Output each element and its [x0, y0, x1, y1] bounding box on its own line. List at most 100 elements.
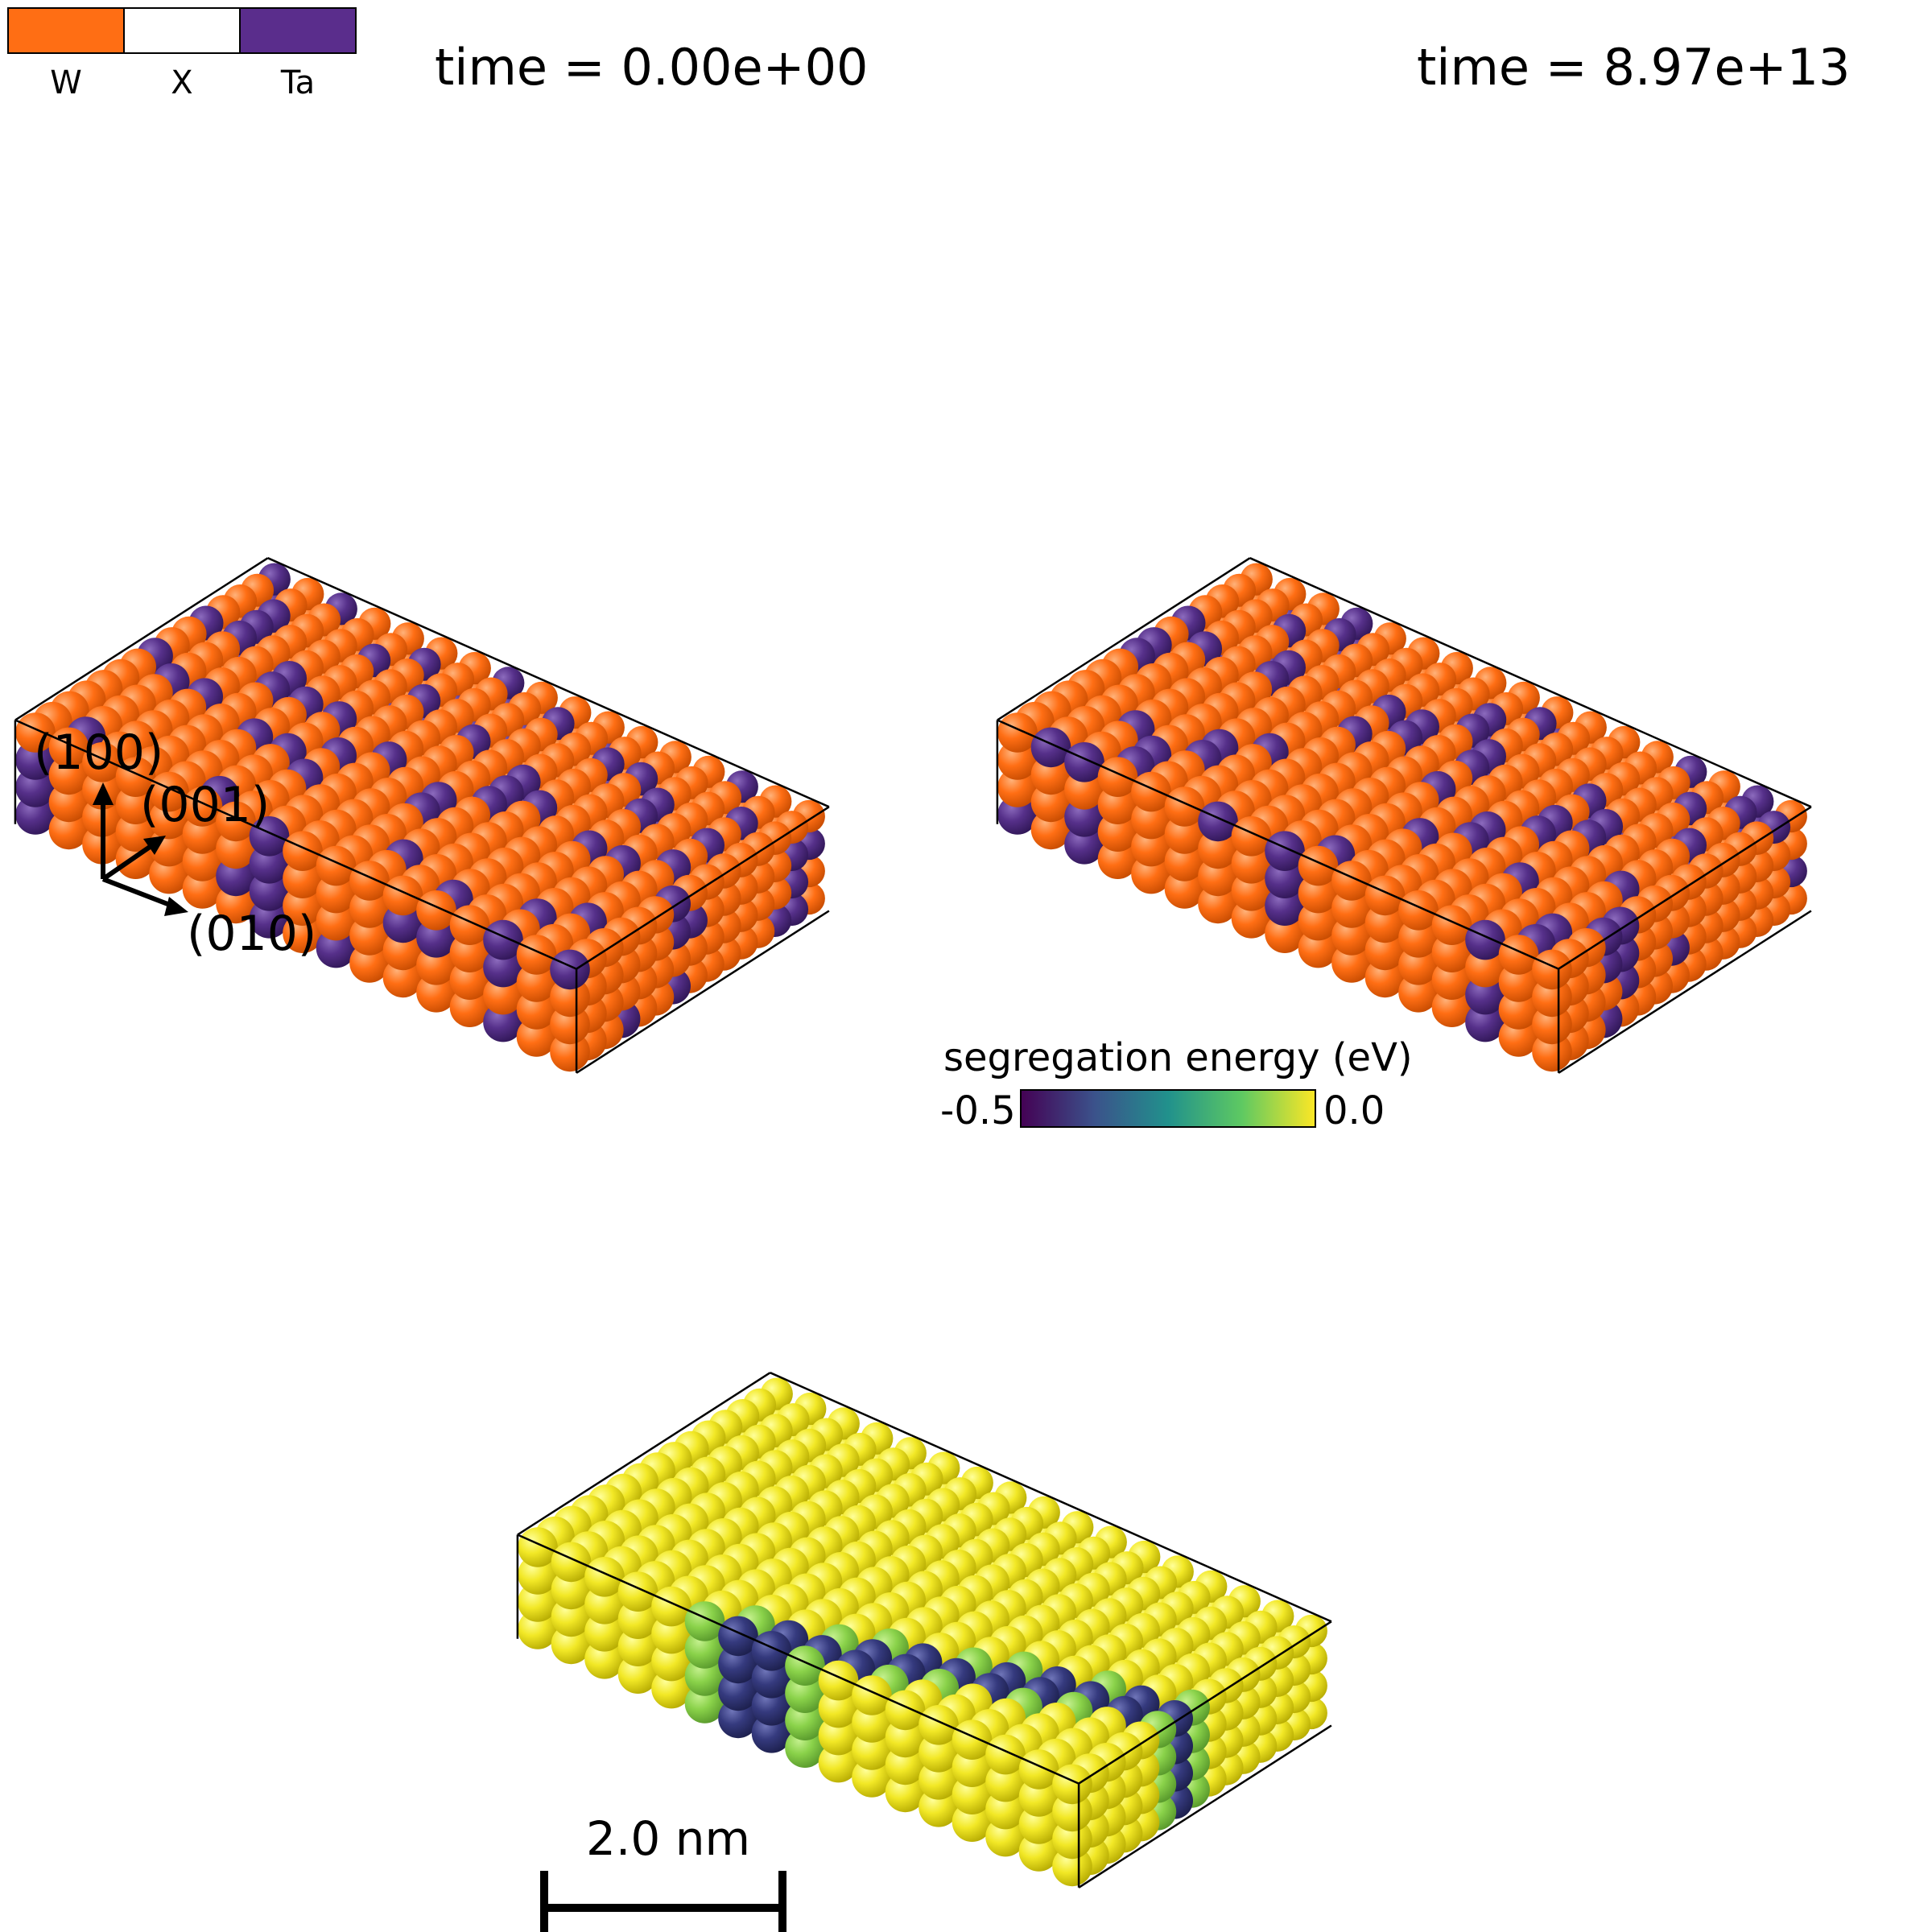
atom-yellow	[852, 1703, 892, 1743]
atom-w	[550, 976, 590, 1018]
atom-w	[149, 853, 189, 894]
atom-w	[516, 989, 557, 1030]
atom-w	[216, 801, 256, 842]
atom-yellow	[1052, 1846, 1092, 1887]
atom-w	[449, 932, 490, 972]
atom-green	[684, 1629, 725, 1669]
atom-navy	[718, 1616, 758, 1657]
atom-yellow	[1052, 1791, 1092, 1832]
atom-ta	[1265, 858, 1305, 898]
atom-green	[785, 1673, 825, 1713]
atom-w	[1164, 814, 1205, 854]
atom-w	[1131, 799, 1171, 840]
atom-w	[1532, 976, 1572, 1018]
atom-w	[1198, 883, 1238, 924]
box-edge	[1249, 557, 1812, 808]
atom-yellow	[985, 1789, 1026, 1830]
atom-ta	[1465, 974, 1505, 1015]
atom-w	[115, 784, 156, 824]
box-edge	[14, 719, 577, 970]
atom-yellow	[885, 1717, 926, 1758]
atom-yellow	[617, 1653, 658, 1694]
atom-ta	[1465, 919, 1505, 960]
atom-w	[997, 740, 1038, 780]
colorbar-max-label: 0.0	[1323, 1088, 1385, 1133]
atom-w	[182, 869, 223, 909]
atom-w	[1131, 826, 1171, 867]
atom-yellow	[818, 1742, 859, 1783]
atom-w	[283, 858, 323, 898]
atom-yellow	[584, 1612, 625, 1652]
atom-ta	[15, 795, 56, 835]
atom-w	[349, 915, 390, 956]
atom-yellow	[919, 1787, 959, 1827]
atom-w	[316, 873, 357, 914]
atom-yellow	[919, 1705, 959, 1745]
atom-w	[1097, 784, 1138, 824]
element-legend: W X Ta	[7, 7, 357, 101]
axis-arrowhead-100	[93, 782, 114, 805]
atom-w	[48, 782, 89, 823]
atom-w	[382, 875, 423, 916]
box-edge	[267, 557, 830, 808]
atom-w	[1398, 890, 1439, 931]
atom-w	[1498, 1017, 1539, 1057]
atom-navy	[751, 1713, 792, 1753]
box-edge	[1078, 1724, 1332, 1889]
atom-w	[1431, 932, 1472, 972]
atom-w	[1331, 943, 1372, 983]
atom-w	[1398, 972, 1439, 1013]
colorbar-gradient	[1020, 1089, 1316, 1128]
atom-yellow	[584, 1584, 625, 1624]
scale-bar-label: 2.0 nm	[586, 1811, 750, 1866]
axes-triad: (100) (001) (010)	[34, 724, 316, 962]
atom-w	[1231, 898, 1272, 939]
atom-ta	[1064, 824, 1104, 865]
atom-navy	[751, 1658, 792, 1699]
atom-w	[1398, 945, 1439, 985]
atom-navy	[751, 1631, 792, 1671]
atom-ta	[15, 740, 56, 780]
atom-w	[349, 888, 390, 928]
atom-w	[1431, 960, 1472, 1000]
atom-w	[483, 974, 523, 1015]
atom-w	[1030, 782, 1071, 823]
slab-segregation-energy	[516, 1372, 1332, 1889]
atom-ta	[15, 767, 56, 807]
box-edge	[517, 1534, 1080, 1785]
atom-ta	[1265, 886, 1305, 926]
atom-w	[516, 1017, 557, 1057]
atom-w	[1498, 989, 1539, 1030]
legend-swatch-x	[123, 7, 241, 54]
atom-w	[316, 845, 357, 886]
atom-yellow	[518, 1554, 558, 1595]
atom-yellow	[551, 1569, 592, 1610]
atom-yellow	[617, 1571, 658, 1612]
atom-w	[1298, 873, 1339, 914]
atom-w	[316, 900, 357, 941]
atom-ta	[416, 918, 456, 958]
atom-ta	[1465, 1001, 1505, 1042]
legend-label-ta: Ta	[280, 64, 315, 101]
atom-w	[1097, 839, 1138, 879]
atom-w	[416, 972, 456, 1013]
atom-yellow	[518, 1582, 558, 1622]
atom-w	[1398, 918, 1439, 958]
box-edge	[1078, 1620, 1332, 1785]
atom-yellow	[1018, 1804, 1059, 1844]
atom-w	[349, 861, 390, 901]
atom-w	[1364, 957, 1406, 998]
atom-w	[15, 712, 56, 753]
atom-ta	[483, 1001, 523, 1042]
atom-ta	[249, 898, 290, 939]
atom-yellow	[919, 1732, 959, 1773]
atom-yellow	[818, 1660, 859, 1701]
atom-w	[1231, 816, 1272, 857]
atom-w	[1131, 853, 1171, 894]
atom-w	[1198, 828, 1238, 869]
slab-right-final	[996, 557, 1812, 1074]
atom-yellow	[952, 1802, 993, 1842]
atom-w	[1030, 754, 1071, 795]
atom-w	[382, 930, 423, 971]
atom-w	[416, 945, 456, 985]
